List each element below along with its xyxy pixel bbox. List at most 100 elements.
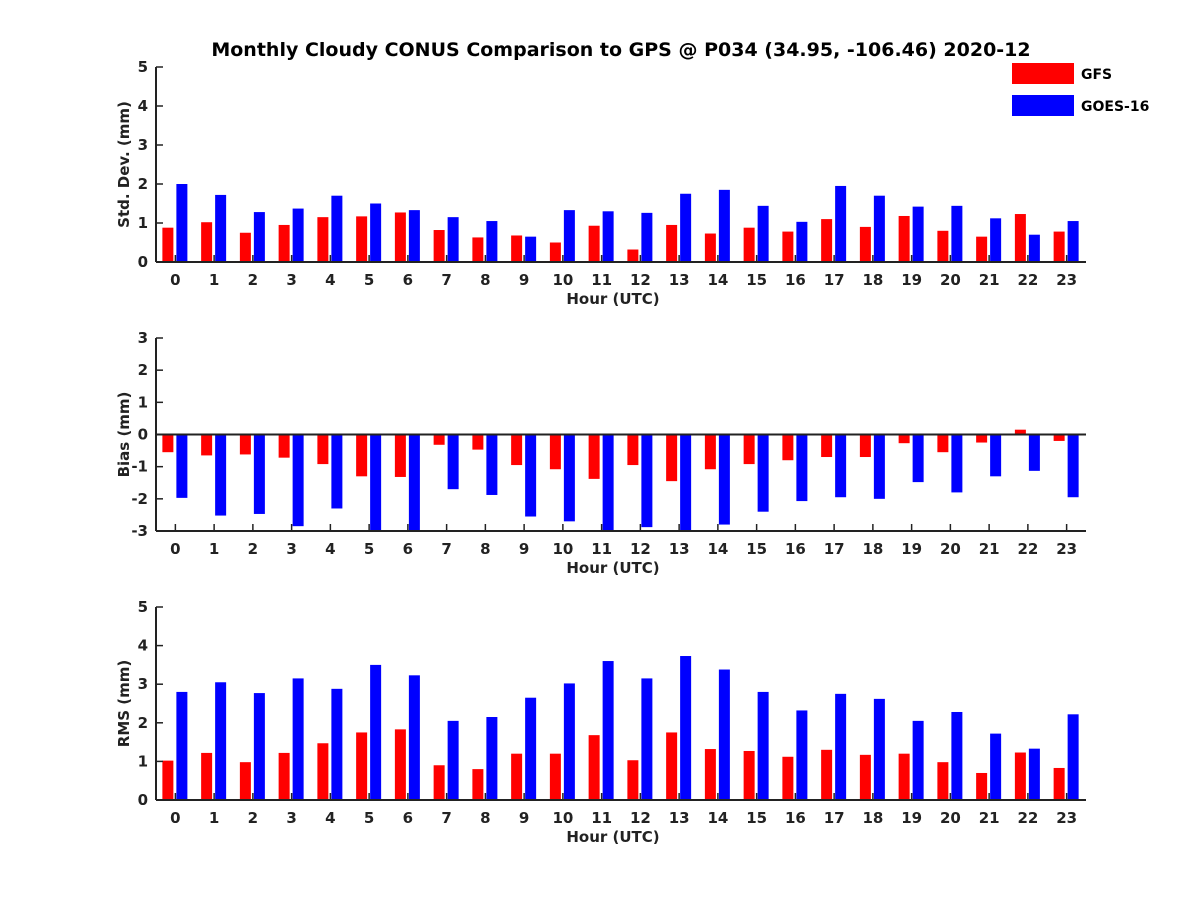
bar: [718, 669, 730, 800]
x-tick-label: 12: [630, 540, 651, 558]
bar: [215, 434, 227, 516]
bar: [549, 434, 561, 470]
x-tick-label: 15: [746, 809, 767, 827]
y-tick-label: 3: [138, 329, 148, 347]
x-tick-label: 2: [248, 540, 258, 558]
legend: GFS GOES-16: [1012, 63, 1149, 116]
bar: [912, 720, 924, 800]
bar: [215, 682, 227, 800]
bar: [912, 434, 924, 483]
bar: [201, 222, 213, 262]
bar: [433, 765, 445, 800]
x-tick-label: 4: [325, 540, 335, 558]
bar: [796, 434, 808, 502]
x-tick-label: 19: [901, 809, 922, 827]
bar: [433, 230, 445, 262]
bar: [278, 752, 290, 800]
x-tick-label: 23: [1056, 809, 1077, 827]
bar: [331, 434, 343, 509]
bar: [641, 434, 653, 528]
bar: [331, 195, 343, 262]
bar: [588, 225, 600, 262]
y-tick-label: 0: [138, 791, 148, 809]
x-tick-label: 0: [170, 540, 180, 558]
bar: [253, 693, 265, 800]
bar: [356, 732, 368, 800]
x-tick-label: 13: [669, 809, 690, 827]
y-tick-label: 2: [138, 175, 148, 193]
bar: [292, 208, 304, 262]
x-tick-label: 14: [707, 271, 728, 289]
bar: [563, 434, 575, 522]
x-tick-label: 22: [1017, 271, 1038, 289]
bar: [680, 656, 692, 800]
bar: [912, 206, 924, 262]
x-tick-label: 4: [325, 271, 335, 289]
bar: [1067, 221, 1079, 262]
bar: [239, 434, 251, 455]
bar: [990, 434, 1002, 477]
series-goes-16: [176, 434, 1079, 531]
bar: [990, 218, 1002, 262]
bar: [486, 717, 498, 800]
bar: [511, 753, 523, 800]
bar: [370, 434, 382, 531]
bar: [370, 203, 382, 262]
bar: [239, 232, 251, 262]
bar: [408, 675, 420, 800]
x-tick-label: 20: [940, 809, 961, 827]
x-tick-label: 11: [591, 540, 612, 558]
x-tick-label: 10: [552, 540, 573, 558]
bar: [1014, 752, 1026, 800]
bar: [627, 249, 639, 262]
x-tick-label: 5: [364, 540, 374, 558]
bar: [162, 760, 174, 800]
bar: [292, 678, 304, 800]
x-tick-label: 13: [669, 271, 690, 289]
bar: [447, 217, 459, 262]
x-tick-label: 17: [824, 809, 845, 827]
bar: [937, 434, 949, 453]
bar: [356, 434, 368, 477]
bar: [1028, 748, 1040, 800]
bar: [757, 691, 769, 800]
bar: [525, 434, 537, 517]
x-tick-label: 7: [441, 271, 451, 289]
bar: [859, 226, 871, 262]
bar: [898, 215, 910, 262]
x-tick-label: 10: [552, 271, 573, 289]
bar: [757, 434, 769, 512]
bar: [511, 235, 523, 262]
x-tick-label: 23: [1056, 271, 1077, 289]
bar: [641, 212, 653, 262]
bar: [486, 434, 498, 495]
x-tick-label: 12: [630, 271, 651, 289]
y-tick-label: 3: [138, 136, 148, 154]
bar: [796, 710, 808, 800]
bar: [447, 434, 459, 490]
bar: [1053, 434, 1065, 441]
y-tick-label: 2: [138, 361, 148, 379]
legend-entry-gfs: GFS: [1012, 63, 1112, 84]
bar: [898, 753, 910, 800]
bar: [641, 678, 653, 800]
bar: [1053, 767, 1065, 800]
y-axis-label: Bias (mm): [115, 392, 133, 478]
bar: [821, 434, 833, 458]
y-tick-label: 1: [138, 393, 148, 411]
bar: [835, 693, 847, 800]
x-tick-label: 5: [364, 809, 374, 827]
x-tick-label: 20: [940, 271, 961, 289]
x-tick-label: 15: [746, 540, 767, 558]
x-axis-label: Hour (UTC): [566, 559, 659, 577]
bar: [1067, 714, 1079, 800]
bar: [602, 211, 614, 262]
legend-entry-goes-16: GOES-16: [1012, 95, 1149, 116]
bar: [408, 210, 420, 262]
bar: [666, 434, 678, 482]
x-tick-label: 23: [1056, 540, 1077, 558]
bar: [394, 212, 406, 262]
x-tick-label: 21: [979, 809, 1000, 827]
x-tick-label: 14: [707, 540, 728, 558]
y-tick-label: 1: [138, 214, 148, 232]
